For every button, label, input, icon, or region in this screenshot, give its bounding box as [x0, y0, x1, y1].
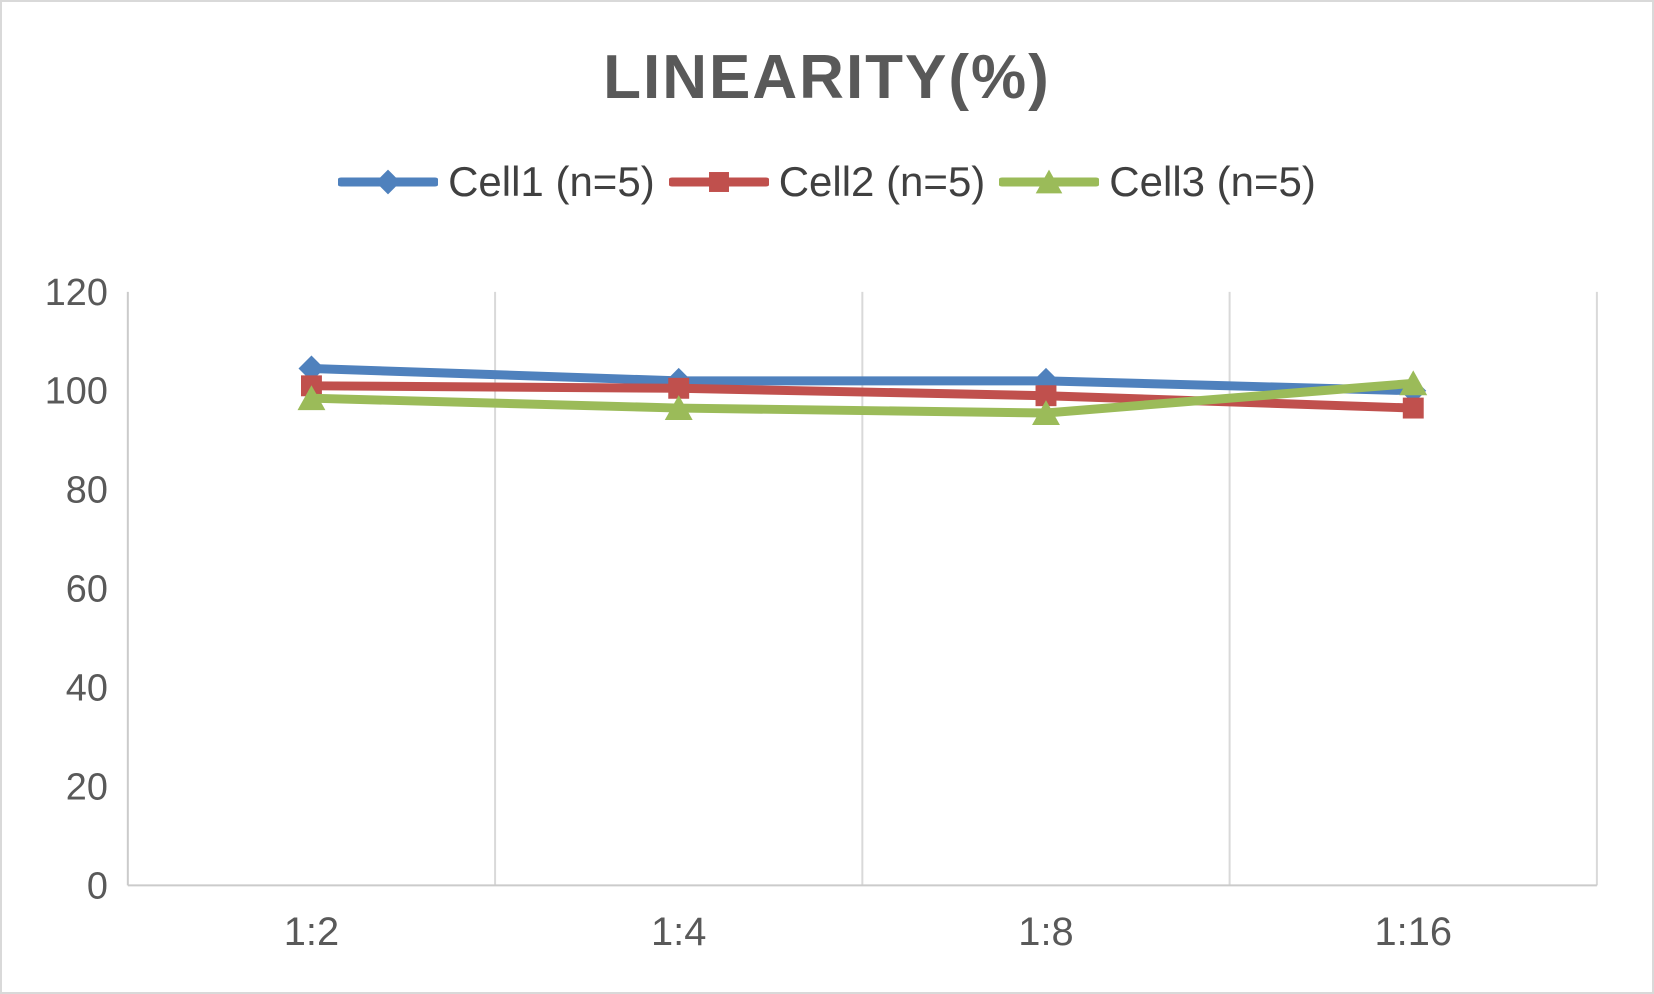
series-marker-triangle: [1032, 400, 1060, 425]
series-marker-triangle: [664, 395, 693, 421]
series-marker-triangle: [1035, 169, 1063, 194]
series-marker-square: [1035, 385, 1057, 407]
series-line-cell1: [306, 364, 1418, 396]
legend-label: Cell1 (n=5): [448, 158, 655, 205]
legend-item-cell2: Cell2 (n=5): [668, 158, 986, 206]
x-axis-tick-label: 1:16: [1374, 910, 1452, 954]
y-axis-tick-label: 0: [87, 865, 108, 907]
x-axis-tick-label: 1:8: [1018, 910, 1073, 954]
y-axis-tick-label: 20: [66, 766, 108, 808]
legend: Cell1 (n=5) Cell2 (n=5) Cell3 (n=5): [2, 158, 1652, 206]
series-marker-diamond: [375, 169, 401, 195]
series-line-cell3: [306, 378, 1418, 418]
y-axis-tick-label: 100: [45, 371, 108, 413]
series-marker-triangle: [1399, 370, 1428, 396]
y-axis-tick-label: 80: [66, 470, 108, 512]
series-marker-diamond: [298, 355, 325, 382]
x-axis-tick-label: 1:4: [651, 910, 706, 954]
legend-item-cell3: Cell3 (n=5): [999, 158, 1316, 206]
legend-marker-diamond-icon: [338, 169, 439, 195]
legend-marker-square-icon: [668, 172, 769, 192]
legend-label: Cell2 (n=5): [778, 158, 986, 205]
y-axis-tick-label: 60: [66, 569, 108, 611]
series-marker-triangle: [297, 385, 326, 411]
legend-item-cell1: Cell1 (n=5): [338, 158, 655, 206]
x-axis-tick-label: 1:2: [284, 910, 339, 954]
series-marker-square: [708, 172, 729, 192]
legend-marker-triangle-icon: [999, 169, 1100, 194]
chart-title: LINEARITY(%): [603, 43, 1051, 112]
series-marker-square: [668, 377, 690, 399]
y-axis-tick-label: 120: [45, 272, 108, 314]
series-marker-square: [1402, 397, 1424, 419]
legend-label: Cell3 (n=5): [1109, 158, 1316, 205]
y-axis-tick-label: 40: [66, 668, 108, 710]
